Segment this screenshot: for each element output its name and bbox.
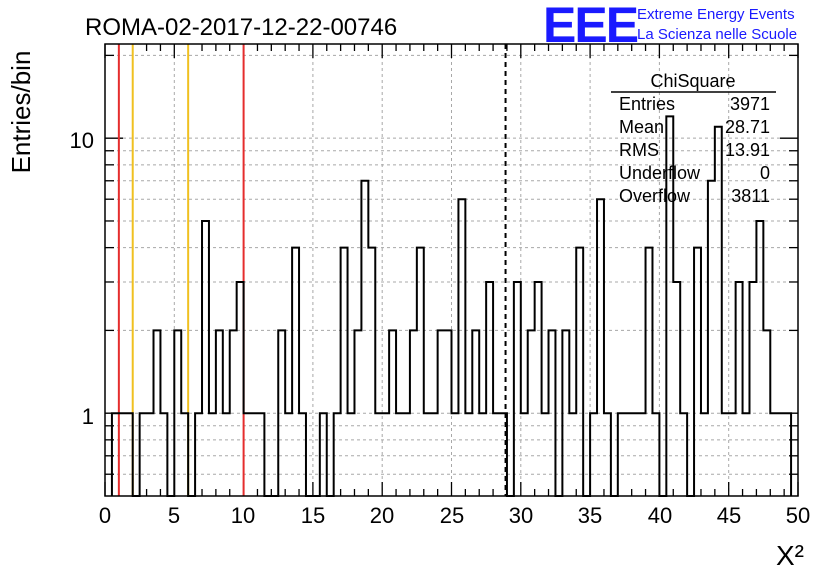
y-axis-label: Entries/bin xyxy=(6,51,36,174)
marker-lines xyxy=(117,44,507,496)
stats-label: Mean xyxy=(619,117,664,137)
x-axis-label: X² xyxy=(776,540,804,571)
y-tick-label-1: 1 xyxy=(82,404,94,429)
stats-value: 28.71 xyxy=(725,117,770,137)
plot-frame xyxy=(104,43,799,497)
stats-label: Underflow xyxy=(619,163,701,183)
stats-box: ChiSquare Entries 3971 Mean 28.71 RMS 13… xyxy=(611,71,776,206)
x-tick-label: 45 xyxy=(717,503,741,528)
stats-label: Overflow xyxy=(619,186,691,206)
x-tick-label: 10 xyxy=(231,503,255,528)
chart-title: ROMA-02-2017-12-22-00746 xyxy=(85,14,397,41)
x-tick-label: 50 xyxy=(786,503,810,528)
x-tick-label: 25 xyxy=(440,503,464,528)
stats-value: 3811 xyxy=(731,186,770,206)
x-tick-label: 15 xyxy=(301,503,325,528)
y-tick-label-10: 10 xyxy=(70,128,94,153)
x-tick-label: 40 xyxy=(648,503,672,528)
logo-mark: EEE xyxy=(543,0,638,53)
x-tick-label: 30 xyxy=(509,503,533,528)
stats-label: Entries xyxy=(619,94,675,114)
x-tick-labels: 0 5 10 15 20 25 30 35 40 45 50 xyxy=(99,503,810,528)
stats-value: 3971 xyxy=(730,94,770,114)
stats-value: 0 xyxy=(760,163,770,183)
x-tick-label: 20 xyxy=(370,503,394,528)
stats-label: RMS xyxy=(619,140,659,160)
stats-value: 13.91 xyxy=(725,140,770,160)
histogram-outline xyxy=(110,115,793,497)
x-tick-label: 35 xyxy=(578,503,602,528)
logo-line1: Extreme Energy Events xyxy=(637,6,795,23)
stats-title: ChiSquare xyxy=(650,71,735,91)
x-tick-label: 0 xyxy=(99,503,111,528)
logo-line2: La Scienza nelle Scuole xyxy=(637,26,797,43)
x-tick-label: 5 xyxy=(168,503,180,528)
